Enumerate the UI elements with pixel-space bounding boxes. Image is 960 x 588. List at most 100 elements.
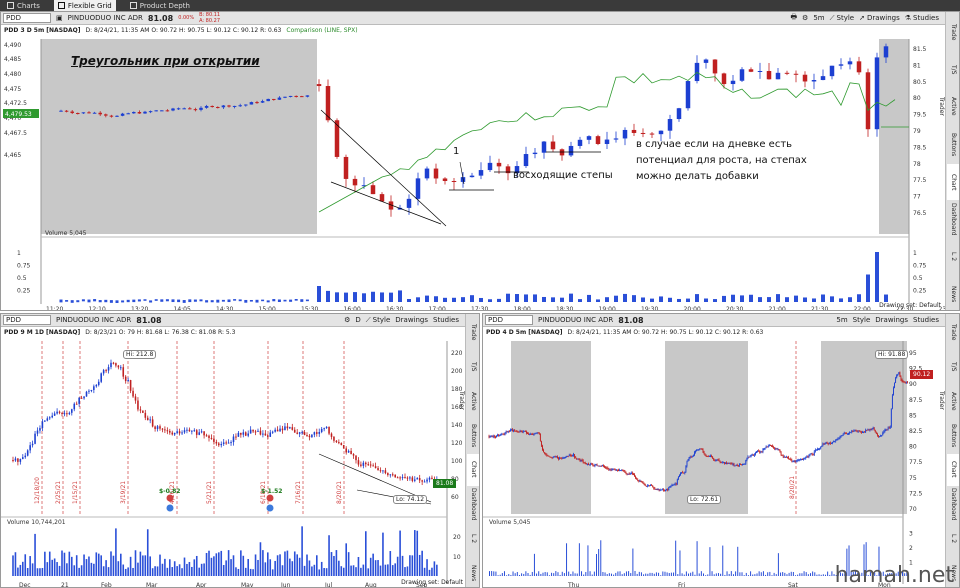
side-tab-trade[interactable]: Trade bbox=[950, 23, 957, 40]
candle-body bbox=[604, 139, 610, 145]
symbol-link-icon[interactable]: ▣ bbox=[56, 14, 63, 22]
time-axis-label: 20:30 bbox=[726, 306, 743, 311]
volume-bar bbox=[203, 563, 205, 576]
volume-bar bbox=[818, 574, 820, 576]
candle-body bbox=[255, 102, 259, 104]
side-tab-active-trader[interactable]: Active Trader bbox=[458, 391, 477, 411]
volume-label: Volume 5,045 bbox=[489, 519, 530, 526]
drawing-set-label[interactable]: Drawing set: Default bbox=[879, 302, 941, 309]
drawings-button[interactable]: Drawings bbox=[395, 316, 428, 324]
side-tab-chart[interactable]: Chart bbox=[947, 164, 959, 200]
candle-body bbox=[288, 95, 293, 97]
volume-bar bbox=[70, 300, 74, 303]
volume-bar bbox=[538, 571, 540, 576]
print-button[interactable]: 🖶 bbox=[790, 12, 798, 21]
candle-body bbox=[743, 463, 745, 465]
volume-bar bbox=[666, 572, 668, 576]
style-button[interactable]: Style bbox=[853, 316, 871, 324]
drawings-button[interactable]: ➚ Drawings bbox=[859, 14, 900, 22]
candle-body bbox=[821, 445, 823, 447]
side-tab-trade[interactable]: Trade bbox=[470, 323, 477, 341]
style-button[interactable]: ⟋ Style bbox=[830, 14, 855, 23]
volume-bar bbox=[570, 574, 572, 576]
side-tab-t-s[interactable]: T/S bbox=[950, 64, 957, 75]
side-tab-dashboard[interactable]: Dashboard bbox=[470, 487, 477, 521]
studies-button[interactable]: Studies bbox=[913, 316, 939, 324]
candle-body bbox=[580, 459, 582, 461]
drawings-button[interactable]: Drawings bbox=[875, 316, 908, 324]
symbol-input[interactable]: PDD bbox=[485, 315, 533, 325]
candle-body bbox=[699, 448, 701, 450]
side-tab-news[interactable]: News bbox=[470, 564, 477, 581]
side-tab-l-2[interactable]: L 2 bbox=[950, 533, 957, 543]
candle-body bbox=[761, 451, 763, 453]
price-chart[interactable]: 4,490 4,485 4,480 4,475 4,472.5 4,470 4,467.5 4… bbox=[1, 12, 947, 311]
side-tab-t-s[interactable]: T/S bbox=[950, 361, 957, 372]
style-button[interactable]: ⟋ Style bbox=[366, 316, 391, 325]
tab-charts[interactable]: Charts bbox=[3, 0, 44, 11]
side-tab-l-2[interactable]: L 2 bbox=[470, 533, 477, 543]
candle-body bbox=[625, 472, 627, 474]
settings-gear-icon[interactable]: ⚙ bbox=[344, 316, 351, 324]
side-tab-t-s[interactable]: T/S bbox=[470, 361, 477, 372]
timeframe-button[interactable]: 5m bbox=[836, 316, 848, 324]
candle-body bbox=[719, 460, 721, 463]
side-tab-active-trader[interactable]: Active Trader bbox=[938, 97, 957, 117]
symbol-input[interactable]: PDD bbox=[3, 13, 51, 23]
side-tab-news[interactable]: News bbox=[950, 564, 957, 581]
candle-body bbox=[306, 435, 308, 437]
time-axis-label: 18:30 bbox=[556, 306, 573, 311]
volume-bar bbox=[659, 296, 663, 302]
volume-bar bbox=[876, 575, 878, 576]
candle-body bbox=[776, 448, 778, 450]
side-tab-l-2[interactable]: L 2 bbox=[950, 252, 957, 262]
candle-body bbox=[875, 432, 877, 434]
side-tab-dashboard[interactable]: Dashboard bbox=[950, 202, 957, 236]
company-name: PINDUODUO INC ADR bbox=[67, 14, 143, 22]
side-tab-chart[interactable]: Chart bbox=[947, 453, 959, 486]
tab-product-depth[interactable]: Product Depth bbox=[126, 0, 194, 11]
price-axis-label: 78 bbox=[913, 161, 921, 168]
price-chart[interactable]: 220200180160140120100806012/18/202/25/21… bbox=[1, 314, 467, 588]
timeframe-button[interactable]: D bbox=[355, 316, 361, 324]
volume-label: Volume 5,045 bbox=[45, 230, 86, 237]
volume-bar bbox=[551, 572, 553, 576]
side-tab-news[interactable]: News bbox=[950, 286, 957, 303]
chart-pane-4day[interactable]: PDD PINDUODUO INC ADR 81.08 5m Style Dra… bbox=[482, 313, 960, 588]
price-chart[interactable]: 95 92.5 90 87.5 85 82.5 80 77.5 75 72.5 70 8/20/21 3… bbox=[483, 314, 947, 588]
candle-body bbox=[497, 435, 499, 437]
candle-body bbox=[569, 455, 571, 457]
candle-body bbox=[500, 433, 502, 435]
side-tab-buttons[interactable]: Buttons bbox=[950, 132, 957, 156]
drawing-set-label[interactable]: Drawing set: Default bbox=[401, 579, 463, 586]
settings-gear-icon[interactable]: ⚙ bbox=[802, 14, 809, 22]
candle-body bbox=[298, 432, 301, 434]
candle-body bbox=[596, 464, 598, 466]
volume-bar bbox=[210, 300, 214, 303]
chart-pane-daily[interactable]: PDD PINDUODUO INC ADR 81.08 ⚙ D ⟋ Style D… bbox=[0, 313, 480, 588]
side-tab-dashboard[interactable]: Dashboard bbox=[950, 487, 957, 521]
candle-body bbox=[367, 464, 370, 466]
timeframe-button[interactable]: 5m bbox=[813, 14, 825, 22]
candle-body bbox=[654, 488, 656, 490]
volume-axis-label: 1 bbox=[913, 250, 917, 257]
candle-body bbox=[883, 431, 885, 433]
volume-bar bbox=[414, 530, 416, 576]
volume-bar bbox=[585, 572, 587, 576]
volume-bar bbox=[861, 572, 863, 576]
studies-button[interactable]: Studies bbox=[433, 316, 459, 324]
volume-bar bbox=[76, 300, 80, 303]
side-tab-buttons[interactable]: Buttons bbox=[470, 423, 477, 447]
symbol-input[interactable]: PDD bbox=[3, 315, 51, 325]
tab-flexible-grid[interactable]: Flexible Grid bbox=[53, 0, 116, 11]
volume-bar bbox=[218, 552, 220, 576]
side-tab-trade[interactable]: Trade bbox=[950, 323, 957, 341]
candle-body bbox=[636, 478, 638, 480]
side-tab-active-trader[interactable]: Active Trader bbox=[938, 391, 957, 411]
volume-bar bbox=[298, 557, 301, 576]
side-tab-chart[interactable]: Chart bbox=[467, 453, 479, 486]
studies-button[interactable]: ⚗ Studies bbox=[905, 14, 939, 22]
chart-pane-top[interactable]: PDD ▣ PINDUODUO INC ADR 81.08 0.00% B: 8… bbox=[0, 11, 960, 311]
side-tab-buttons[interactable]: Buttons bbox=[950, 423, 957, 447]
candle-body bbox=[269, 432, 272, 437]
